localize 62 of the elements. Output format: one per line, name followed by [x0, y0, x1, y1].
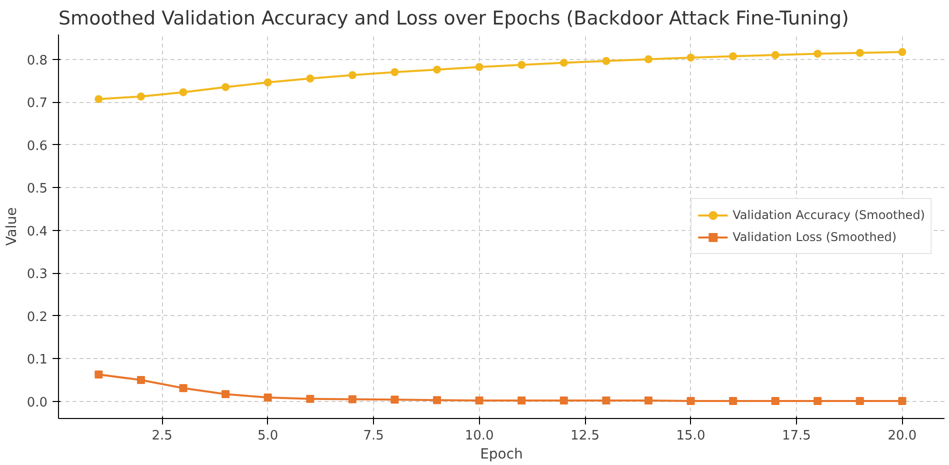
point [856, 48, 864, 57]
point [560, 58, 568, 67]
y-tick-label: 0.6 [26, 138, 48, 154]
y-tick-label: 0.7 [26, 96, 48, 112]
point [518, 60, 526, 69]
point [306, 394, 314, 403]
point [686, 396, 695, 405]
point [475, 396, 484, 405]
y-tick-label: 0.1 [26, 352, 48, 368]
point [518, 396, 526, 405]
x-tick-label: 5.0 [258, 428, 278, 444]
point [433, 66, 442, 74]
point [898, 48, 906, 56]
point [771, 51, 780, 60]
point [136, 376, 145, 384]
point [179, 88, 188, 96]
x-tick-label: 12.5 [570, 428, 600, 444]
point [390, 68, 399, 76]
x-tick-label: 10.0 [464, 428, 494, 444]
point [179, 384, 188, 392]
point [771, 396, 780, 405]
x-tick-label: 20.0 [888, 428, 917, 444]
x-tick-label: 2.5 [152, 428, 172, 444]
chart-title: Smoothed Validation Accuracy and Loss over Epochs (Backdoor Attack Fine-Tuning) [58, 8, 849, 30]
legend-label: Validation Loss (Smoothed) [732, 230, 897, 244]
y-tick-label: 0.5 [26, 182, 48, 197]
point [602, 57, 610, 66]
point [644, 55, 652, 64]
y-tick-label: 0.8 [26, 53, 48, 68]
point [433, 396, 442, 404]
point [136, 92, 145, 100]
y-tick-label: 0.2 [26, 310, 48, 325]
point [814, 396, 822, 405]
y-tick-label: 0.3 [26, 267, 48, 282]
point [306, 74, 314, 83]
point [644, 396, 652, 405]
y-tick-label: 0.0 [26, 395, 48, 410]
point [729, 52, 738, 60]
point [898, 396, 906, 405]
point [602, 396, 610, 405]
x-tick-label: 15.0 [676, 428, 706, 444]
y-tick-label: 0.4 [26, 224, 48, 240]
point [222, 390, 230, 398]
legend-label: Validation Accuracy (Smoothed) [732, 208, 925, 222]
point [94, 370, 103, 378]
point [264, 78, 272, 86]
point [390, 396, 399, 404]
point [856, 396, 864, 405]
point [686, 54, 695, 62]
point [264, 394, 272, 402]
point [94, 95, 103, 104]
point [348, 395, 356, 404]
point [222, 83, 230, 92]
x-axis-title: Epoch [480, 446, 523, 462]
x-tick-label: 17.5 [782, 428, 811, 444]
y-axis-title: Value [4, 207, 20, 246]
point [560, 396, 568, 405]
x-tick-label: 7.5 [363, 428, 384, 444]
point [348, 71, 356, 80]
point [729, 396, 738, 405]
point [475, 63, 484, 71]
point [814, 50, 822, 58]
